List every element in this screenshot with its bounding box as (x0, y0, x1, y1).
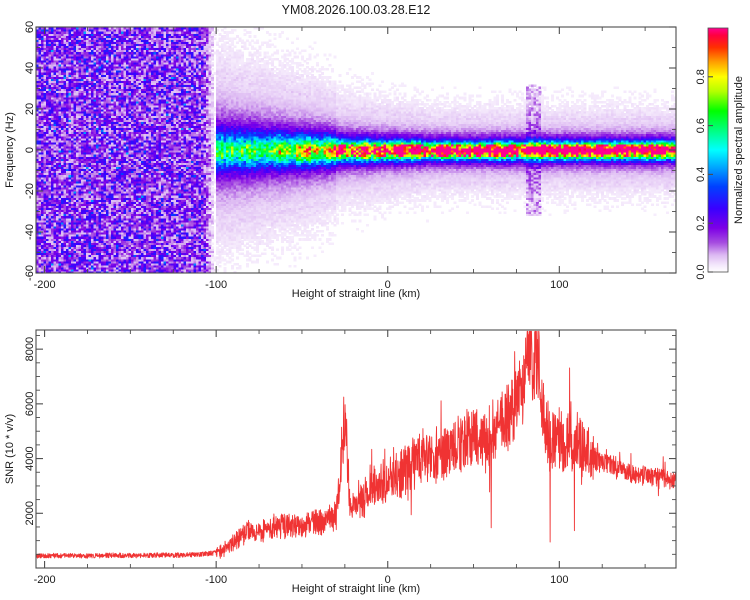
y-tick-label: 4000 (24, 446, 36, 470)
colorbar-label: Normalized spectral amplitude (733, 76, 745, 224)
x-tick-label: -200 (34, 279, 56, 291)
colorbar-tick-label: 0.4 (695, 167, 707, 182)
colorbar-tick-label: 0.8 (695, 69, 707, 84)
y-tick-label: 20 (24, 103, 36, 115)
x-tick-label: 100 (550, 574, 568, 586)
x-tick-label: 100 (550, 279, 568, 291)
y-tick-label: -20 (24, 183, 36, 199)
snr-x-axis-label: Height of straight line (km) (292, 583, 420, 595)
colorbar-tick-label: 0.2 (695, 216, 707, 231)
y-tick-label: -40 (24, 224, 36, 240)
x-tick-label: -100 (205, 279, 227, 291)
y-tick-label: -60 (24, 265, 36, 281)
snr-y-axis-label: SNR (10 * v/v) (4, 414, 16, 484)
y-tick-label: 40 (24, 62, 36, 74)
x-tick-label: -100 (205, 574, 227, 586)
y-tick-label: 8000 (24, 337, 36, 361)
y-tick-label: 6000 (24, 392, 36, 416)
x-tick-label: -200 (34, 574, 56, 586)
spectrogram-x-axis-label: Height of straight line (km) (292, 288, 420, 300)
figure-title: YM08.2026.100.03.28.E12 (282, 3, 431, 17)
colorbar-gradient (708, 28, 728, 272)
colorbar-tick-label: 0.0 (695, 264, 707, 279)
y-tick-label: 0 (24, 147, 36, 153)
spectrogram-y-axis-label: Frequency (Hz) (4, 112, 16, 188)
y-tick-label: 60 (24, 21, 36, 33)
figure-root: YM08.2026.100.03.28.E12 -200 -100 0 100-60-… (0, 0, 750, 600)
y-tick-label: 2000 (24, 501, 36, 525)
colorbar-tick-label: 0.6 (695, 118, 707, 133)
